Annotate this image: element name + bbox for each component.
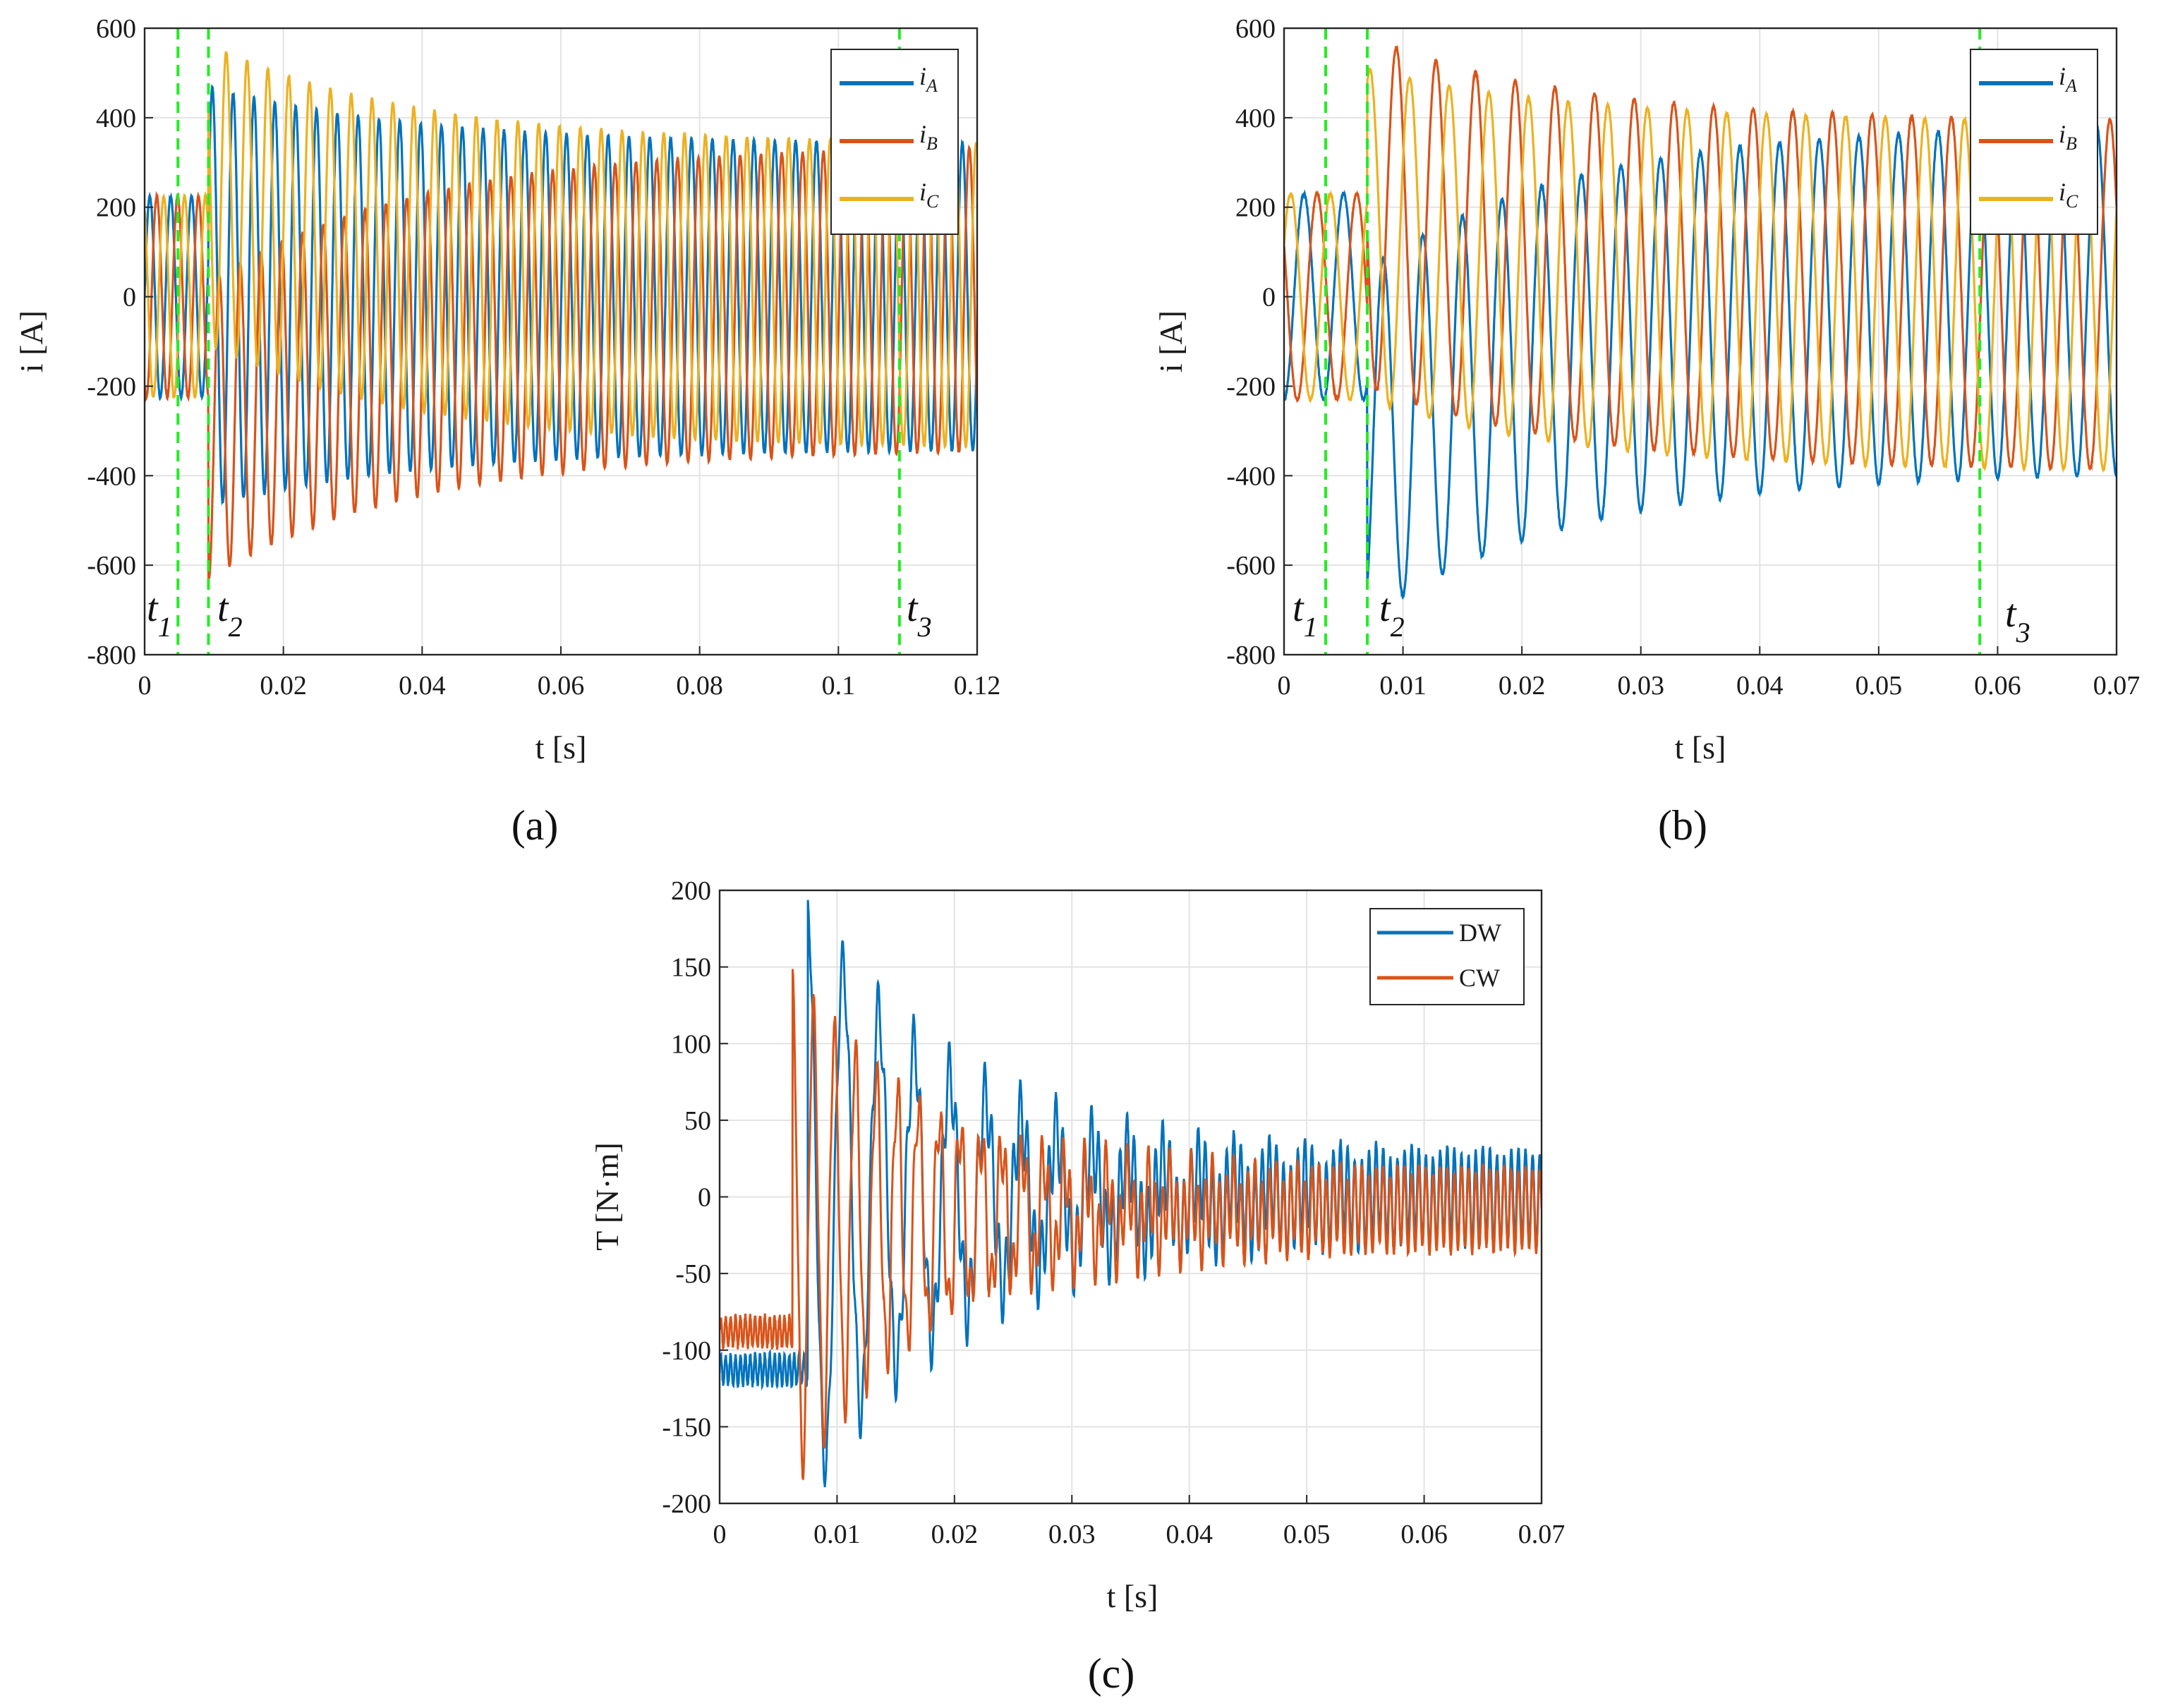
panel-c-x-ticks: 0 0.01 0.02 0.03 0.04 0.05 0.06 0.07: [713, 1495, 1566, 1549]
y-tick-label: 150: [671, 953, 711, 983]
panel-c-x-axis-label: t [s]: [1107, 1578, 1158, 1614]
panel-b-caption: (b): [1658, 802, 1707, 849]
panel-b-legend: iA iB iC: [1970, 49, 2098, 235]
x-tick-label: 0.05: [1856, 671, 1903, 701]
x-tick-label: 0.04: [1736, 671, 1784, 701]
x-tick-label: 0.04: [399, 671, 446, 701]
y-tick-label: -200: [662, 1489, 711, 1519]
panel-c-series-group: [720, 900, 1542, 1488]
x-tick-label: 0: [138, 671, 152, 701]
panel-b-current-chart: 0 0.01 0.02 0.03 0.04 0.05 0.06 0.07 -800 -600 -4…: [1153, 14, 2140, 849]
time-marker-label: t1: [1293, 586, 1318, 643]
panel-a-caption: (a): [512, 802, 559, 849]
x-tick-label: 0.06: [1400, 1520, 1448, 1549]
panel-c-y-ticks: -200 -150 -100 -50 0 50 100 150 200: [662, 876, 728, 1519]
x-tick-label: 0.01: [813, 1520, 861, 1549]
y-tick-label: 400: [96, 104, 136, 133]
panel-a-x-ticks: 0 0.02 0.04 0.06 0.08 0.1 0.12: [138, 646, 1001, 701]
y-tick-label: 0: [698, 1183, 711, 1213]
time-marker-label: t3: [2005, 592, 2030, 648]
y-tick-label: -600: [1226, 551, 1276, 581]
y-tick-label: -400: [1226, 461, 1276, 491]
x-tick-label: 0.06: [538, 671, 585, 701]
panel-c-y-axis-label: T [N·m]: [589, 1142, 625, 1251]
panel-b-y-axis-label: i [A]: [1153, 310, 1189, 373]
x-tick-label: 0.12: [954, 671, 1001, 701]
panel-a-current-chart: 0 0.02 0.04 0.06 0.08 0.1 0.12 -800 -600 -400 -20…: [13, 14, 1000, 849]
panel-c-grid: [719, 890, 1542, 1504]
legend-label-ia: iA: [919, 62, 938, 96]
y-tick-label: 200: [96, 193, 136, 223]
legend-label-ib: iB: [2059, 120, 2077, 154]
panel-c-legend: DW CW: [1369, 908, 1525, 1005]
time-marker-label: t2: [217, 586, 243, 643]
legend-label-cw: CW: [1459, 964, 1500, 992]
series-iC: [145, 51, 977, 450]
x-tick-label: 0.03: [1048, 1520, 1096, 1549]
panel-b-x-ticks: 0 0.01 0.02 0.03 0.04 0.05 0.06 0.07: [1278, 646, 2141, 701]
y-tick-label: 100: [671, 1029, 711, 1059]
time-marker-label: t2: [1379, 586, 1405, 643]
panel-a-x-axis-label: t [s]: [535, 729, 587, 765]
y-tick-label: -800: [1226, 641, 1276, 670]
y-tick-label: 0: [1262, 283, 1276, 313]
x-tick-label: 0.04: [1166, 1520, 1213, 1549]
x-tick-label: 0.03: [1617, 671, 1664, 701]
y-tick-label: -50: [675, 1259, 711, 1289]
panel-a-markers: [176, 28, 901, 655]
legend-label-ic: iC: [919, 178, 939, 212]
y-tick-label: 600: [1235, 14, 1276, 44]
y-tick-label: -100: [662, 1336, 711, 1366]
x-tick-label: 0.01: [1379, 671, 1427, 701]
panel-c-torque-chart: 0 0.01 0.02 0.03 0.04 0.05 0.06 0.07 -200 -150 -1…: [589, 876, 1565, 1697]
panel-a-y-ticks: -800 -600 -400 -200 0 200 400 600: [87, 14, 153, 670]
series-CW: [720, 969, 1542, 1481]
x-tick-label: 0.07: [2093, 671, 2141, 701]
time-marker-label: t1: [147, 586, 172, 643]
x-tick-label: 0.02: [1499, 671, 1546, 701]
panel-a-y-axis-label: i [A]: [13, 310, 49, 373]
series-DW: [720, 900, 1542, 1488]
panel-b-frame: [1283, 27, 2118, 656]
y-tick-label: -200: [1226, 372, 1276, 401]
y-tick-label: -800: [87, 641, 136, 670]
x-tick-label: 0.07: [1518, 1520, 1566, 1549]
y-tick-label: 50: [684, 1106, 711, 1136]
x-tick-label: 0.02: [931, 1520, 979, 1549]
panel-c-caption: (c): [1088, 1650, 1135, 1697]
y-tick-label: -200: [87, 372, 136, 401]
y-tick-label: 600: [96, 14, 136, 44]
panel-b-x-axis-label: t [s]: [1675, 729, 1726, 765]
legend-label-ia: iA: [2059, 62, 2077, 96]
time-marker-label: t3: [907, 586, 932, 643]
x-tick-label: 0: [713, 1520, 727, 1549]
y-tick-label: -400: [87, 461, 136, 491]
x-tick-label: 0.08: [676, 671, 723, 701]
legend-label-ib: iB: [919, 120, 938, 154]
y-tick-label: 200: [671, 876, 711, 906]
panel-b-markers: [1324, 28, 1982, 655]
x-tick-label: 0.06: [1974, 671, 2021, 701]
series-iC: [1284, 68, 2117, 473]
y-tick-label: 400: [1235, 104, 1276, 133]
x-tick-label: 0.1: [822, 671, 856, 701]
y-tick-label: 200: [1235, 193, 1276, 223]
x-tick-label: 0.02: [260, 671, 307, 701]
x-tick-label: 0: [1278, 671, 1291, 701]
y-tick-label: -150: [662, 1412, 711, 1442]
legend-label-ic: iC: [2059, 178, 2078, 212]
legend-label-dw: DW: [1459, 919, 1501, 947]
y-tick-label: -600: [87, 551, 136, 581]
x-tick-label: 0.05: [1283, 1520, 1331, 1549]
panel-b-y-ticks: -800 -600 -400 -200 0 200 400 600: [1226, 14, 1293, 670]
panel-a-legend: iA iB iC: [830, 49, 959, 235]
y-tick-label: 0: [123, 283, 136, 313]
